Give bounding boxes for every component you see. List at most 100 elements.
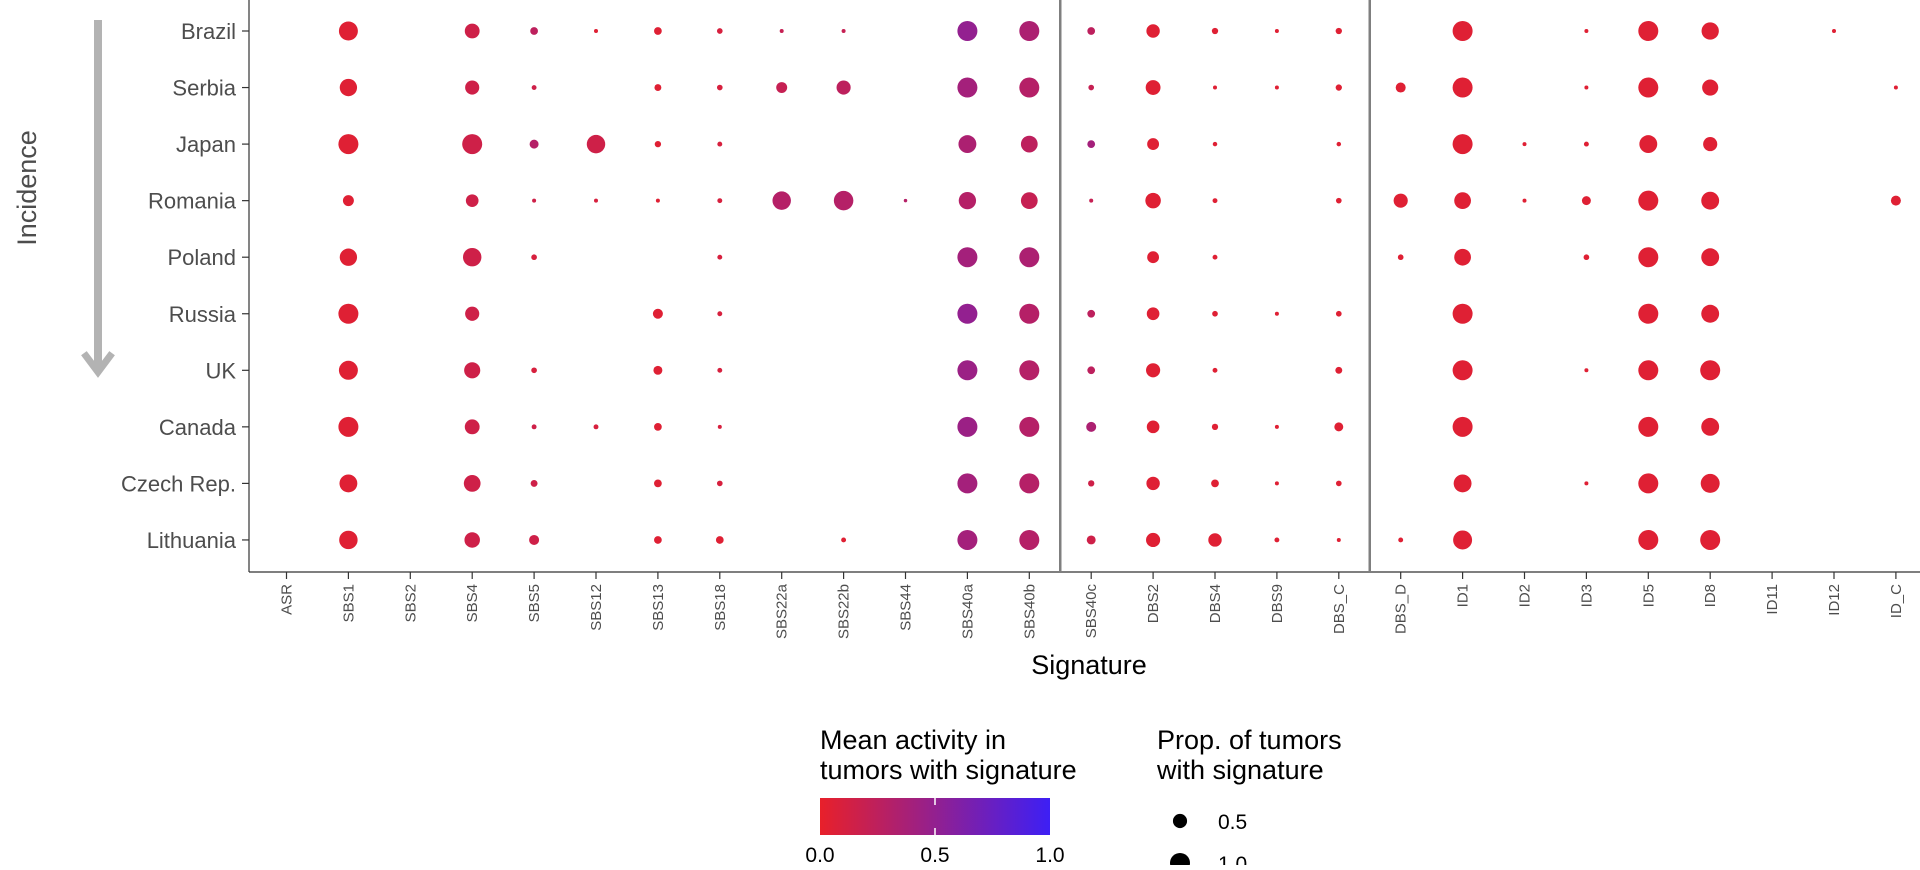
- point: [594, 29, 598, 33]
- point: [1086, 421, 1097, 432]
- point: [464, 362, 481, 379]
- point: [1020, 135, 1038, 153]
- point: [1832, 29, 1836, 33]
- point: [1019, 473, 1040, 494]
- x-axis-title: Signature: [1031, 650, 1147, 680]
- y-tick-label: Romania: [148, 189, 237, 214]
- point: [1019, 303, 1040, 324]
- point: [1893, 85, 1898, 90]
- point: [464, 532, 480, 548]
- x-tick-label: DBS_C: [1331, 584, 1348, 634]
- y-tick-label: UK: [205, 358, 236, 383]
- point: [836, 80, 851, 95]
- point: [338, 303, 359, 324]
- point: [1452, 134, 1473, 155]
- point: [465, 80, 480, 95]
- size-legend-key: [1172, 813, 1188, 829]
- size-legend-label: 1.0: [1218, 853, 1247, 865]
- point: [1146, 420, 1160, 434]
- x-tick-label: DBS4: [1207, 584, 1224, 623]
- point: [1146, 476, 1160, 491]
- point: [1452, 416, 1473, 437]
- y-tick-label: Czech Rep.: [121, 471, 236, 496]
- point: [1019, 247, 1040, 268]
- point: [957, 416, 978, 437]
- point: [1336, 141, 1342, 147]
- point: [716, 480, 723, 487]
- x-tick-label: ASR: [279, 584, 296, 615]
- point: [1584, 368, 1589, 373]
- point: [1274, 481, 1279, 486]
- point: [841, 29, 846, 33]
- point: [338, 134, 359, 155]
- point: [1522, 142, 1527, 147]
- x-tick-label: SBS40a: [959, 583, 976, 639]
- point: [1147, 251, 1160, 264]
- point: [1145, 192, 1161, 209]
- point: [957, 473, 978, 494]
- x-tick-label: ID1: [1455, 584, 1472, 607]
- point: [1583, 141, 1589, 147]
- point: [1701, 191, 1720, 210]
- point: [342, 195, 354, 207]
- y-tick-label: Lithuania: [147, 528, 237, 553]
- color-legend: Mean activity in tumors with signature 0…: [805, 725, 1076, 867]
- point: [1584, 481, 1589, 486]
- y-tick-label: Japan: [176, 132, 236, 157]
- x-tick-label: SBS40b: [1021, 584, 1038, 639]
- point: [1701, 417, 1720, 436]
- point: [717, 367, 723, 373]
- point: [1702, 79, 1719, 96]
- point: [464, 23, 480, 39]
- point: [1336, 537, 1341, 542]
- point: [717, 424, 722, 429]
- point: [594, 198, 598, 203]
- x-tick-label: SBS5: [526, 584, 543, 622]
- point: [1638, 247, 1659, 268]
- point: [1452, 303, 1473, 324]
- point: [531, 254, 537, 261]
- point: [464, 419, 480, 435]
- point: [1146, 307, 1160, 321]
- x-tick-label: SBS40c: [1083, 584, 1100, 639]
- x-tick-label: SBS18: [712, 584, 729, 631]
- point: [654, 536, 662, 544]
- point: [1089, 198, 1094, 203]
- point: [1581, 196, 1591, 206]
- point: [1019, 360, 1040, 381]
- point: [1638, 529, 1659, 550]
- x-tick-label: ID2: [1517, 584, 1534, 607]
- point: [1638, 360, 1659, 381]
- point: [339, 530, 358, 550]
- point: [529, 139, 539, 149]
- y-tick-label: Brazil: [181, 19, 236, 44]
- point: [1274, 537, 1280, 543]
- point: [1019, 21, 1040, 41]
- size-legend-keys: 0.5 1.0: [1170, 811, 1247, 870]
- point: [1335, 27, 1342, 35]
- point: [1088, 84, 1095, 91]
- y-tick-label: Poland: [167, 245, 236, 270]
- point: [1211, 27, 1219, 35]
- size-legend-title-line-1: Prop. of tumors: [1157, 725, 1342, 755]
- point: [462, 134, 483, 155]
- point: [1274, 424, 1279, 429]
- x-tick-label: SBS4: [464, 584, 481, 622]
- y-tick-label: Russia: [169, 302, 237, 327]
- y-axis-title: Incidence: [12, 130, 42, 246]
- x-tick-label: SBS12: [588, 584, 605, 631]
- x-tick-label: DBS9: [1269, 584, 1286, 623]
- point: [653, 365, 663, 375]
- point: [1701, 22, 1719, 40]
- point: [958, 135, 977, 154]
- x-tick-label: DBS_D: [1393, 584, 1410, 634]
- point: [531, 85, 537, 91]
- point: [338, 360, 358, 380]
- point: [1397, 254, 1404, 261]
- point: [339, 78, 358, 97]
- point: [1393, 193, 1408, 208]
- point: [1639, 135, 1658, 154]
- point: [958, 191, 977, 210]
- point: [1212, 367, 1218, 373]
- point: [716, 84, 723, 91]
